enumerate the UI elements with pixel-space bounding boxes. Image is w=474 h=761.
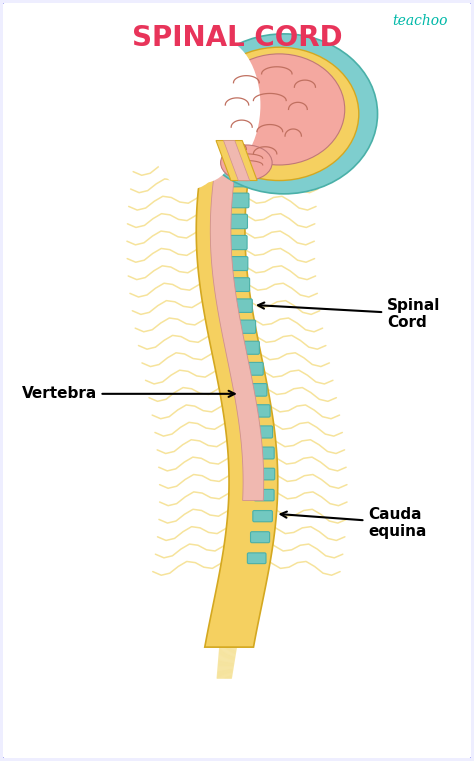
Text: Spinal
Cord: Spinal Cord xyxy=(258,298,440,330)
FancyBboxPatch shape xyxy=(253,447,274,459)
FancyBboxPatch shape xyxy=(225,172,252,186)
Text: SPINAL CORD: SPINAL CORD xyxy=(132,24,342,53)
FancyBboxPatch shape xyxy=(223,256,248,271)
FancyBboxPatch shape xyxy=(251,532,270,543)
Text: teachoo: teachoo xyxy=(392,14,448,27)
FancyBboxPatch shape xyxy=(248,405,270,417)
Ellipse shape xyxy=(176,38,260,172)
FancyBboxPatch shape xyxy=(228,151,255,166)
FancyBboxPatch shape xyxy=(222,235,247,250)
FancyBboxPatch shape xyxy=(228,299,252,313)
FancyBboxPatch shape xyxy=(245,384,267,396)
FancyBboxPatch shape xyxy=(232,320,255,333)
Ellipse shape xyxy=(214,54,345,165)
Ellipse shape xyxy=(190,34,377,194)
Ellipse shape xyxy=(200,47,359,180)
FancyBboxPatch shape xyxy=(222,215,247,228)
FancyBboxPatch shape xyxy=(223,193,249,208)
FancyBboxPatch shape xyxy=(247,553,266,564)
FancyBboxPatch shape xyxy=(225,278,250,291)
Ellipse shape xyxy=(143,11,237,189)
FancyBboxPatch shape xyxy=(254,468,275,480)
Polygon shape xyxy=(216,141,257,180)
Ellipse shape xyxy=(220,145,272,180)
Text: Vertebra: Vertebra xyxy=(21,387,235,401)
FancyBboxPatch shape xyxy=(251,426,273,438)
FancyBboxPatch shape xyxy=(240,362,263,375)
FancyBboxPatch shape xyxy=(254,489,274,501)
Ellipse shape xyxy=(162,27,246,183)
Polygon shape xyxy=(210,145,264,501)
Polygon shape xyxy=(196,145,278,647)
Polygon shape xyxy=(224,141,250,180)
FancyBboxPatch shape xyxy=(236,341,259,355)
Text: Cauda
equina: Cauda equina xyxy=(281,507,427,539)
FancyBboxPatch shape xyxy=(253,511,273,522)
